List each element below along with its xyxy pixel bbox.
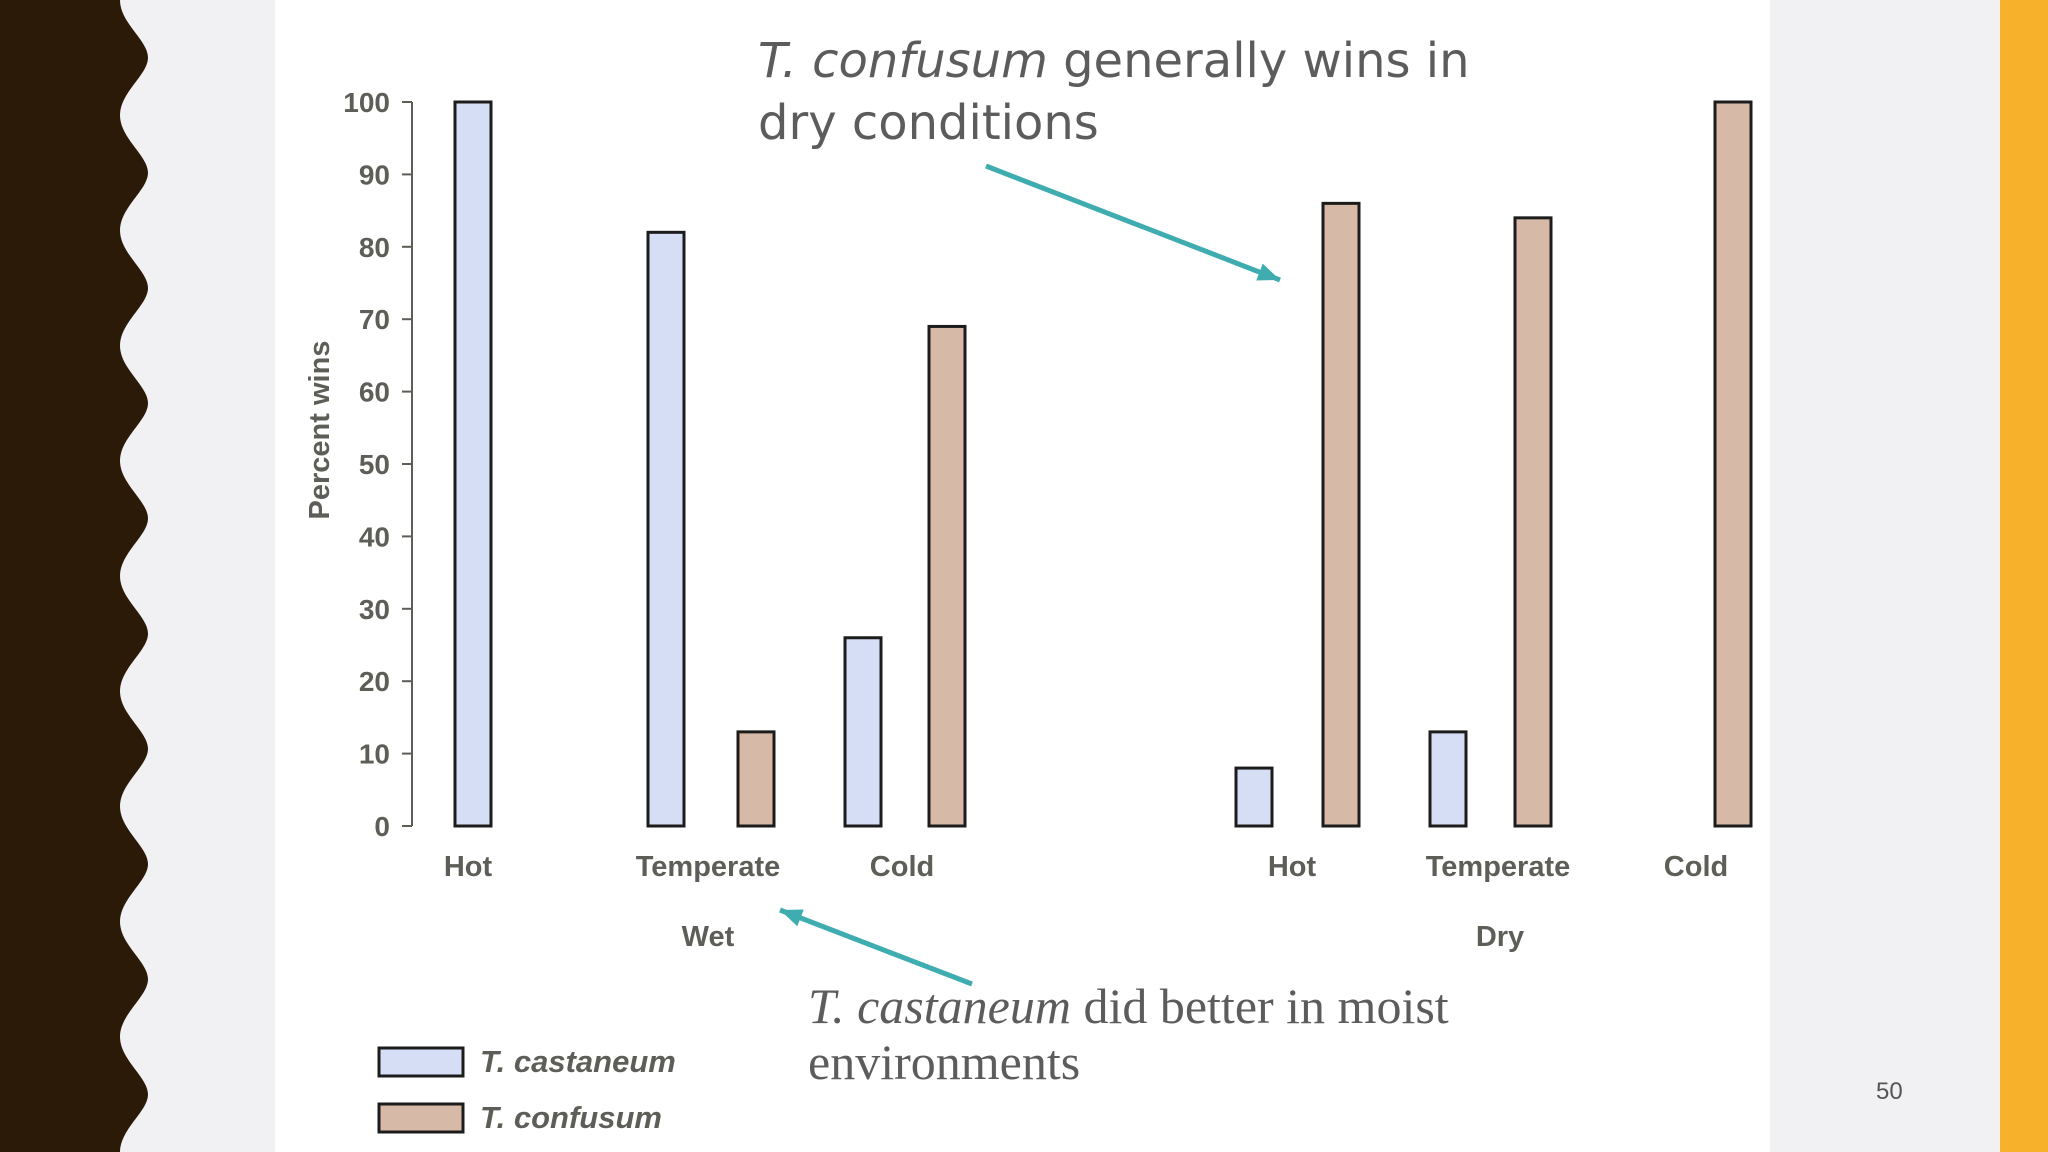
- legend-swatch: [377, 1102, 465, 1134]
- y-tick-label: 0: [374, 811, 390, 842]
- x-category-label: Hot: [1268, 851, 1317, 883]
- arrow-head: [1256, 263, 1280, 281]
- y-tick-label: 60: [359, 377, 390, 408]
- annotation-dry-text: generally wins in dry conditions: [758, 33, 1470, 151]
- y-tick-label: 70: [359, 304, 390, 335]
- x-category-label: Hot: [444, 851, 493, 883]
- x-group-label: Wet: [682, 921, 735, 953]
- y-tick-label: 40: [359, 521, 390, 552]
- x-category-labels: Hot Temperate Cold Hot Temperate Cold: [444, 851, 1728, 883]
- x-category-label: Temperate: [636, 851, 781, 883]
- page-number: 50: [1876, 1078, 1903, 1105]
- annotation-dry: T. confusum generally wins in dry condit…: [758, 30, 1518, 154]
- annotation-arrows: [779, 163, 1281, 987]
- y-tick-label: 100: [343, 87, 390, 118]
- x-group-label: Dry: [1476, 921, 1524, 953]
- y-tick-label: 50: [359, 449, 390, 480]
- arrow-head: [780, 909, 804, 927]
- annotation-wet-species: T. castaneum: [808, 978, 1071, 1034]
- annotation-dry-species: T. confusum: [758, 33, 1048, 89]
- legend-label: T. castaneum: [480, 1044, 676, 1079]
- y-tick-label: 30: [359, 594, 390, 625]
- bar-confusum: [1713, 100, 1753, 828]
- arrow-line: [985, 163, 1281, 283]
- y-tick-label: 90: [359, 159, 390, 190]
- y-tick-label: 20: [359, 666, 390, 697]
- bar-confusum: [927, 324, 967, 828]
- bar-castaneum: [1234, 766, 1274, 828]
- x-category-label: Temperate: [1426, 851, 1571, 883]
- bar-castaneum: [646, 230, 686, 828]
- bar-castaneum: [1428, 730, 1468, 828]
- legend-label: T. confusum: [480, 1100, 662, 1135]
- arrow-line: [779, 907, 973, 987]
- accent-bar: [2000, 0, 2048, 1152]
- bar-castaneum: [843, 636, 883, 828]
- x-category-label: Cold: [1664, 851, 1728, 883]
- bar-confusum: [736, 730, 776, 828]
- x-group-labels: Wet Dry: [682, 921, 1525, 953]
- bar-castaneum: [453, 100, 493, 828]
- y-tick-label: 10: [359, 739, 390, 770]
- y-axis: 0 10 20 30 40 50 60 70 80 90 100: [343, 87, 413, 842]
- x-category-label: Cold: [870, 851, 934, 883]
- legend: T. castaneum T. confusum: [377, 1044, 676, 1135]
- bar-confusum: [1321, 201, 1361, 828]
- annotation-wet: T. castaneum did better in moist environ…: [808, 978, 1568, 1090]
- bars: [453, 100, 1753, 828]
- decorative-wave-border: [0, 0, 148, 1152]
- y-axis-title: Percent wins: [304, 341, 336, 520]
- y-tick-label: 80: [359, 232, 390, 263]
- bar-confusum: [1513, 216, 1553, 828]
- annotation-wet-text: did better in moist environments: [808, 978, 1449, 1090]
- legend-swatch: [377, 1046, 465, 1078]
